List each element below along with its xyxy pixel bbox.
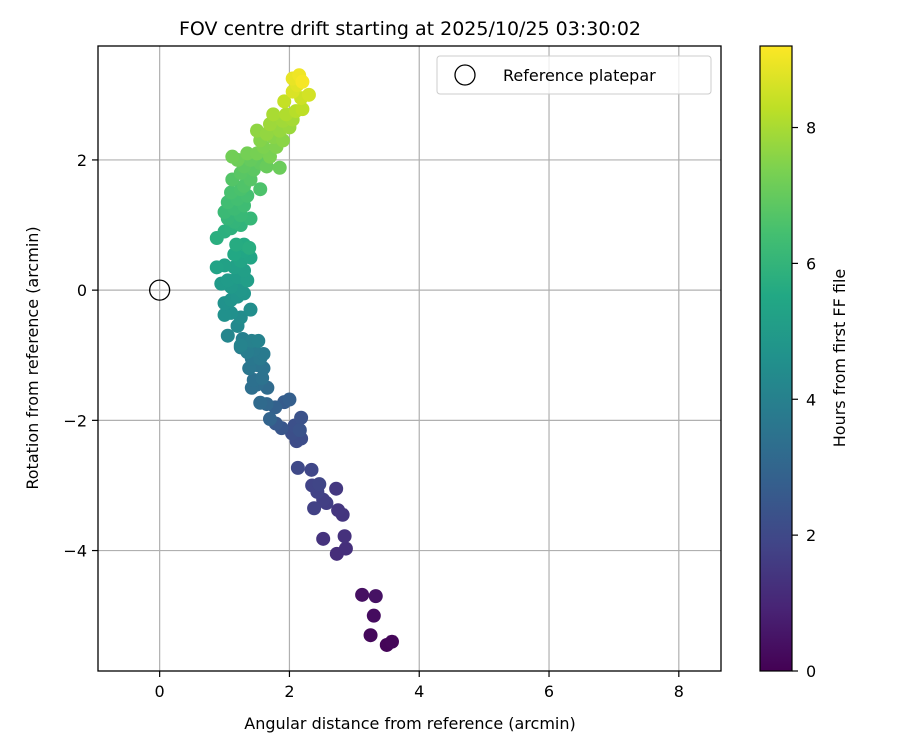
y-tick-label: 0 — [77, 281, 87, 300]
x-axis-ticks: 0 2 4 6 8 — [155, 671, 684, 701]
legend-label: Reference platepar — [503, 66, 656, 85]
data-point — [243, 302, 258, 317]
data-point — [253, 395, 268, 410]
colorbar-label: Hours from first FF file — [830, 269, 849, 448]
data-point — [338, 541, 353, 556]
data-point — [251, 333, 266, 348]
data-point — [363, 628, 378, 643]
data-point — [329, 481, 344, 496]
data-point — [209, 260, 224, 275]
x-tick-label: 8 — [674, 682, 684, 701]
colorbar: 0 2 4 6 8 Hours from first FF file — [759, 45, 849, 681]
data-point — [384, 634, 399, 649]
data-point — [240, 146, 255, 161]
data-point — [233, 338, 248, 353]
x-tick-label: 0 — [155, 682, 165, 701]
data-point — [366, 608, 381, 623]
colorbar-ticks: 0 2 4 6 8 — [792, 119, 816, 681]
data-point — [272, 160, 287, 175]
data-point — [217, 307, 232, 322]
data-point — [294, 410, 309, 425]
data-point — [312, 477, 327, 492]
legend: Reference platepar — [436, 55, 712, 95]
reference-marker-group — [149, 279, 171, 301]
x-tick-label: 4 — [414, 682, 424, 701]
data-point — [282, 392, 297, 407]
data-point — [220, 328, 235, 343]
x-tick-label: 2 — [284, 682, 294, 701]
y-tick-label: −2 — [63, 411, 87, 430]
data-point — [262, 412, 277, 427]
plot-frame — [97, 45, 722, 672]
data-point — [316, 531, 331, 546]
chart-title: FOV centre drift starting at 2025/10/25 … — [179, 18, 641, 40]
x-axis-label: Angular distance from reference (arcmin) — [244, 714, 575, 733]
data-point — [277, 94, 292, 109]
y-axis-label: Rotation from reference (arcmin) — [23, 226, 42, 489]
data-point — [225, 149, 240, 164]
colorbar-tick-label: 0 — [806, 662, 816, 681]
data-point — [266, 107, 281, 122]
data-point — [290, 460, 305, 475]
colorbar-tick-label: 6 — [806, 254, 816, 273]
legend-marker — [454, 64, 476, 86]
data-point — [242, 240, 257, 255]
colorbar-tick-label: 2 — [806, 526, 816, 545]
data-point — [295, 74, 310, 89]
data-point — [292, 423, 307, 438]
y-axis-ticks: 2 0 −2 −4 — [63, 151, 98, 561]
grid-lines — [98, 46, 721, 671]
colorbar-gradient — [759, 45, 793, 672]
colorbar-tick-label: 4 — [806, 390, 816, 409]
y-tick-label: −4 — [63, 542, 87, 561]
data-point — [307, 501, 322, 516]
legend-box — [436, 55, 712, 95]
data-point — [337, 529, 352, 544]
data-point — [355, 587, 370, 602]
data-point — [253, 182, 268, 197]
reference-platepar-marker — [149, 279, 171, 301]
data-point — [368, 589, 383, 604]
data-point — [304, 462, 319, 477]
x-tick-label: 6 — [544, 682, 554, 701]
data-points — [209, 68, 399, 652]
data-point — [331, 503, 346, 518]
y-tick-label: 2 — [77, 151, 87, 170]
plot-area — [98, 46, 721, 671]
data-point — [229, 237, 244, 252]
colorbar-tick-label: 8 — [806, 119, 816, 138]
data-point — [301, 87, 316, 102]
data-point — [295, 102, 310, 117]
